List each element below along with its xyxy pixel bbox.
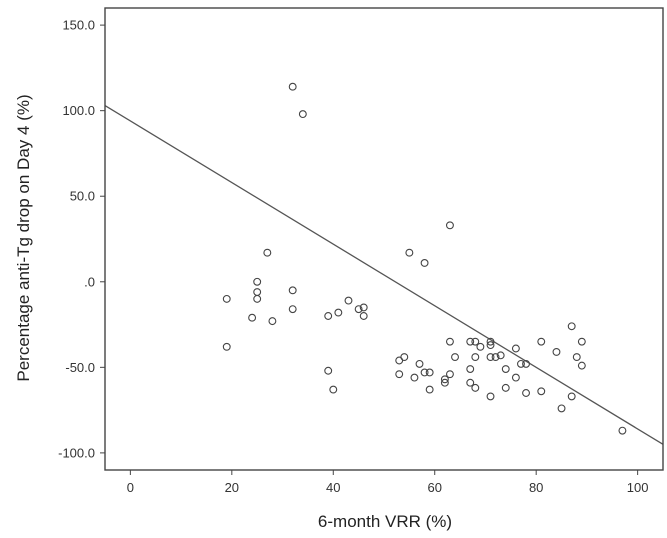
data-point: [344, 296, 353, 305]
data-point: [248, 313, 257, 322]
data-point: [324, 312, 333, 320]
data-point: [222, 294, 231, 303]
data-point: [288, 305, 297, 314]
data-point: [486, 341, 495, 350]
data-point: [501, 365, 510, 373]
data-point: [486, 392, 495, 401]
data-point: [268, 317, 277, 326]
y-tick-label: 50.0: [70, 189, 95, 204]
x-tick-label: 20: [225, 480, 239, 495]
data-point: [420, 368, 429, 377]
y-tick-label: 100.0: [62, 103, 95, 118]
data-point: [491, 353, 500, 362]
data-point: [354, 305, 363, 314]
data-point: [557, 404, 566, 413]
data-point: [288, 286, 297, 295]
data-point: [298, 110, 307, 119]
y-tick-label: -50.0: [65, 360, 95, 375]
data-point: [451, 353, 459, 362]
data-point: [329, 385, 338, 394]
data-point: [471, 383, 480, 392]
data-point: [359, 303, 368, 312]
data-point: [425, 368, 434, 377]
y-tick-label: 150.0: [62, 18, 95, 33]
regression-line: [104, 104, 664, 445]
data-point: [577, 361, 586, 370]
data-point: [263, 248, 272, 257]
x-tick-label: 80: [529, 480, 543, 495]
plot-area-frame: [104, 7, 664, 471]
data-point: [522, 359, 530, 368]
data-point: [253, 277, 262, 286]
data-point: [405, 248, 414, 257]
data-point: [288, 82, 297, 91]
data-point: [222, 342, 231, 351]
data-point: [567, 322, 576, 331]
data-point: [445, 221, 454, 230]
data-point: [253, 288, 262, 296]
data-point: [415, 359, 424, 368]
data-point: [471, 353, 480, 362]
data-point: [567, 392, 576, 401]
data-point: [552, 347, 561, 356]
data-point: [445, 337, 454, 346]
data-points: [222, 82, 627, 435]
data-point: [466, 365, 475, 373]
data-point: [572, 353, 581, 362]
y-tick-label: .0: [84, 274, 95, 289]
data-point: [334, 308, 343, 317]
data-point: [471, 337, 480, 346]
data-point: [522, 389, 530, 397]
y-axis-title: Percentage anti-Tg drop on Day 4 (%): [14, 94, 33, 381]
data-point: [253, 294, 262, 303]
y-tick-label: -100.0: [58, 445, 95, 460]
data-point: [395, 370, 404, 379]
data-point: [511, 344, 520, 353]
x-tick-label: 40: [326, 480, 340, 495]
data-point: [577, 337, 586, 346]
x-tick-label: 100: [627, 480, 649, 495]
data-point: [511, 373, 520, 382]
data-point: [359, 312, 368, 320]
data-point: [440, 378, 449, 387]
data-point: [410, 373, 419, 382]
data-point: [445, 370, 454, 379]
x-tick-label: 60: [427, 480, 441, 495]
data-point: [537, 337, 546, 346]
data-point: [501, 383, 510, 392]
data-point: [466, 337, 475, 346]
data-point: [496, 351, 505, 360]
x-tick-label: 0: [127, 480, 134, 495]
data-point: [618, 426, 627, 435]
data-point: [400, 353, 409, 362]
data-point: [517, 359, 525, 368]
data-point: [324, 366, 333, 375]
data-point: [486, 337, 495, 346]
data-point: [425, 385, 434, 394]
data-point: [420, 259, 429, 267]
data-point: [486, 353, 495, 362]
data-point: [537, 387, 546, 396]
x-axis-title: 6-month VRR (%): [318, 512, 452, 531]
data-point: [466, 378, 475, 387]
data-point: [440, 375, 449, 384]
axis-ticks: 0 20 40 60 80 100 150.0 100.0 50.0 .0 -50.0 -100.0: [58, 18, 648, 495]
data-point: [476, 342, 485, 351]
